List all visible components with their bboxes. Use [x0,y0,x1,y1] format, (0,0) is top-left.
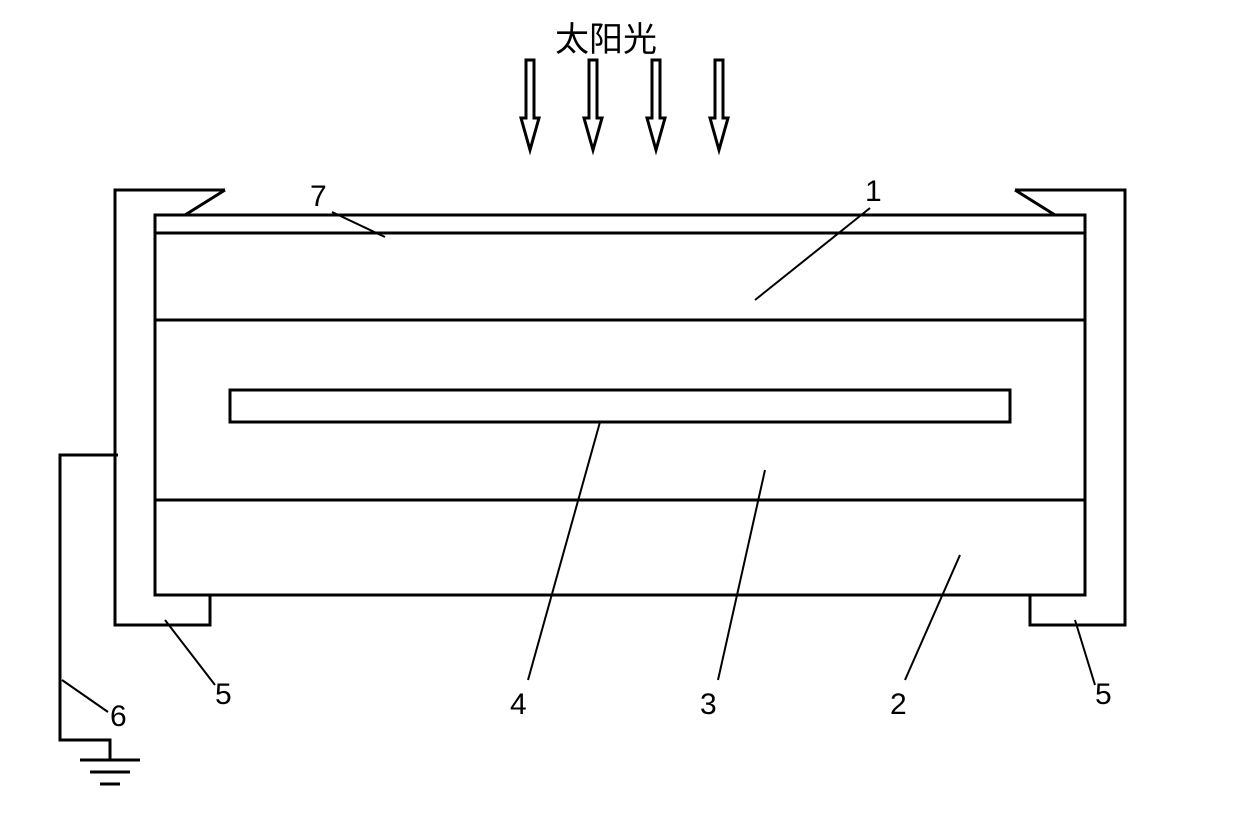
ref-label-3: 3 [700,688,717,722]
ref-label-6: 6 [110,700,127,734]
ref-label-4: 4 [510,688,527,722]
ref-label-1: 1 [865,175,882,209]
diagram-canvas [0,0,1240,825]
ref-label-5: 5 [215,678,232,712]
ref-label-7: 7 [310,180,327,214]
ref-label-5: 5 [1095,678,1112,712]
ref-label-2: 2 [890,688,907,722]
sunlight-title: 太阳光 [555,12,657,61]
